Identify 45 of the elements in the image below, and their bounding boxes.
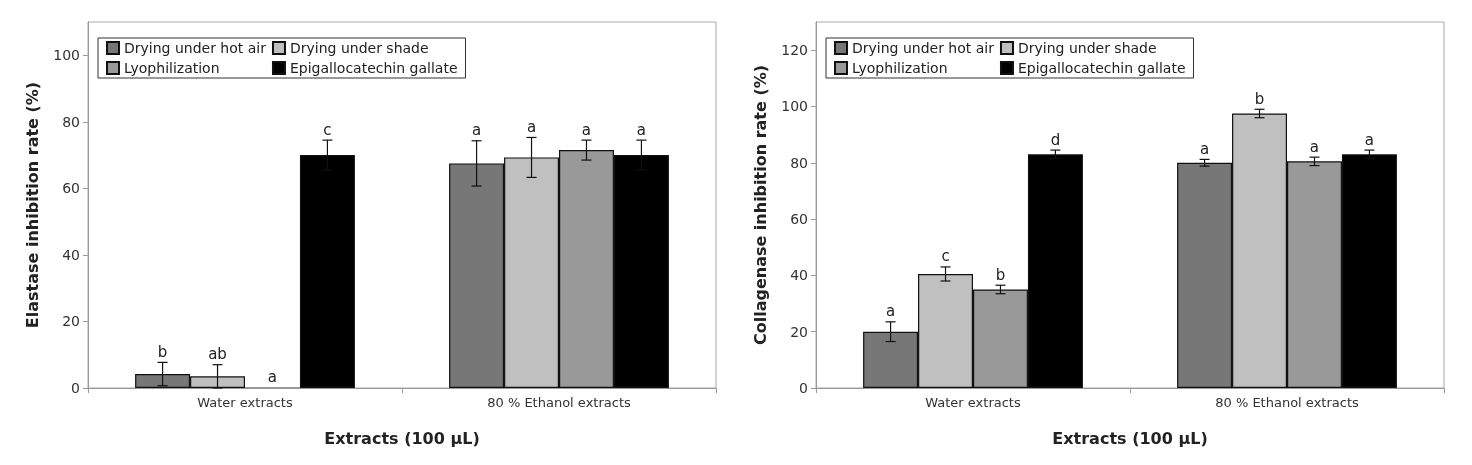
y-tick-label: 80: [62, 113, 80, 130]
y-tick-label: 100: [53, 47, 80, 64]
legend-label: Drying under hot air: [124, 40, 267, 56]
y-tick-label: 80: [790, 154, 808, 171]
data-label: c: [323, 120, 332, 139]
legend-label: Drying under shade: [289, 40, 429, 56]
x-axis-title: Extracts (100 µL): [1052, 428, 1208, 448]
y-tick-label: 60: [62, 180, 80, 197]
data-label: b: [995, 265, 1006, 284]
data-label: ab: [208, 345, 227, 364]
data-label: d: [1050, 130, 1061, 149]
data-label: a: [636, 120, 647, 139]
y-tick-label: 120: [781, 42, 808, 59]
x-tick-label: 80 % Ethanol extracts: [487, 395, 631, 410]
y-tick-label: 60: [790, 211, 808, 228]
data-label: a: [1364, 130, 1375, 149]
data-label: a: [1199, 139, 1210, 158]
data-label: b: [157, 342, 168, 361]
legend-label: Lyophilization: [124, 60, 220, 76]
y-axis-title: Elastase inhibition rate (%): [22, 81, 42, 329]
y-tick-label: 100: [781, 98, 808, 115]
x-tick-label: 80 % Ethanol extracts: [1215, 395, 1359, 410]
x-tick-label: Water extracts: [197, 395, 293, 410]
data-label: a: [526, 117, 537, 136]
data-label: a: [885, 302, 896, 321]
x-tick-label: Water extracts: [925, 395, 1021, 410]
y-axis-title: Collagenase inhibition rate (%): [750, 64, 770, 346]
y-tick-label: 20: [790, 323, 808, 340]
y-tick-label: 40: [790, 267, 808, 284]
legend-label: Epigallocatechin gallate: [1017, 60, 1186, 76]
y-tick-label: 20: [62, 313, 80, 330]
data-label: b: [1254, 89, 1265, 108]
data-label: a: [267, 367, 278, 386]
x-axis-title: Extracts (100 µL): [324, 428, 480, 448]
legend-label: Lyophilization: [852, 60, 948, 76]
y-tick-label: 40: [62, 246, 80, 263]
data-label: c: [941, 247, 950, 266]
legend-label: Drying under hot air: [852, 40, 995, 56]
data-label: a: [581, 120, 592, 139]
data-label: a: [1309, 137, 1320, 156]
y-tick-label: 0: [799, 380, 808, 396]
data-label: a: [471, 121, 482, 140]
legend-label: Epigallocatechin gallate: [289, 60, 458, 76]
y-tick-label: 0: [71, 380, 80, 396]
legend-label: Drying under shade: [1017, 40, 1157, 56]
